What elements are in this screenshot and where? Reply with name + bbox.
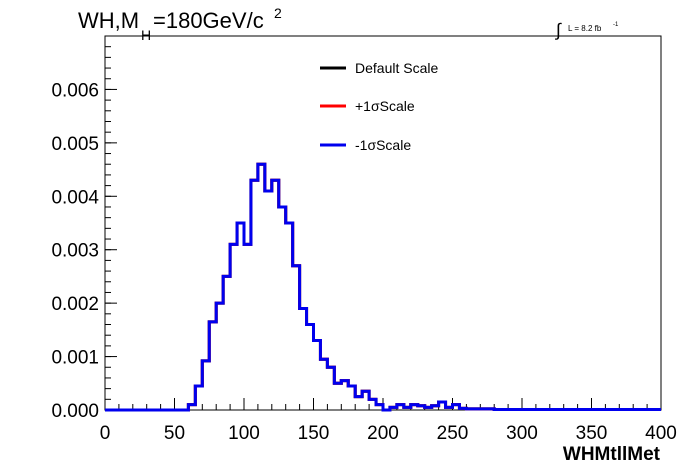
x-tick-label: 400 bbox=[645, 423, 677, 444]
y-tick-label: 0.003 bbox=[51, 241, 99, 262]
legend-label-default: Default Scale bbox=[355, 60, 438, 76]
histogram-series bbox=[105, 162, 661, 412]
y-tick-label: 0.005 bbox=[51, 134, 99, 155]
lumi-superscript: -1 bbox=[613, 22, 619, 28]
x-tick-label: 250 bbox=[437, 423, 469, 444]
chart-title-superscript: 2 bbox=[274, 5, 282, 21]
y-tick-label: 0.004 bbox=[51, 187, 99, 208]
x-tick-label: 350 bbox=[576, 423, 608, 444]
y-tick-label: 0.000 bbox=[51, 401, 99, 422]
x-tick-label: 150 bbox=[298, 423, 330, 444]
x-axis: 0 50 100 150 200 250 300 350 400 bbox=[100, 398, 677, 444]
x-axis-label: WHMtllMet bbox=[563, 444, 661, 465]
chart-title-prefix: WH,M bbox=[78, 8, 139, 33]
legend-label-plus: +1σScale bbox=[355, 98, 415, 114]
y-tick-label: 0.001 bbox=[51, 348, 99, 369]
chart-title-subscript: H bbox=[141, 27, 151, 43]
y-tick-label: 0.006 bbox=[51, 80, 99, 101]
x-tick-label: 200 bbox=[367, 423, 399, 444]
x-tick-label: 300 bbox=[506, 423, 538, 444]
y-tick-label: 0.002 bbox=[51, 294, 99, 315]
y-axis: 0.000 0.001 0.002 0.003 0.004 0.005 0.006 bbox=[51, 46, 117, 422]
x-tick-label: 0 bbox=[100, 423, 111, 444]
lumi-integral: ∫ bbox=[554, 20, 562, 40]
legend: Default Scale +1σScale -1σScale bbox=[320, 60, 438, 153]
x-tick-label: 100 bbox=[228, 423, 260, 444]
x-tick-label: 50 bbox=[164, 423, 185, 444]
legend-label-minus: -1σScale bbox=[355, 137, 411, 153]
series-line-2 bbox=[105, 162, 661, 412]
chart-title-value: =180GeV/c bbox=[153, 8, 264, 33]
lumi-label: L = 8.2 fb bbox=[568, 24, 602, 33]
